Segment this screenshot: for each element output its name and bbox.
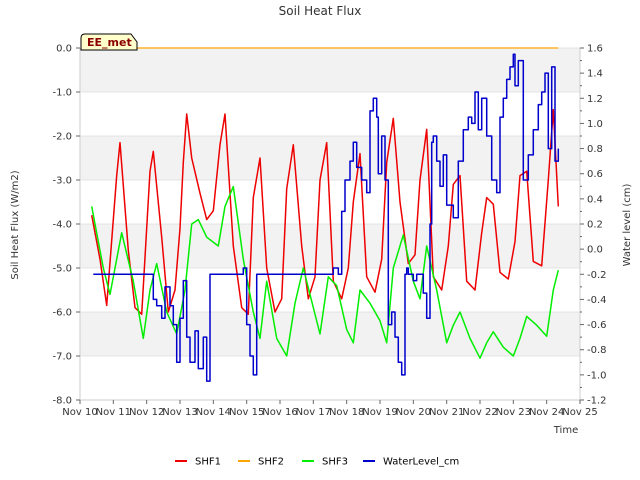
y-tick-label: 0.0 xyxy=(56,44,72,55)
site-badge-label: EE_met xyxy=(87,36,132,49)
y-tick-label: -8.0 xyxy=(52,396,72,407)
legend-label: SHF3 xyxy=(322,457,348,468)
x-tick-label: Nov 20 xyxy=(396,407,431,418)
x-tick-label: Nov 16 xyxy=(262,407,297,418)
y2-tick-label: 1.0 xyxy=(587,119,603,130)
x-tick-label: Nov 22 xyxy=(462,407,497,418)
x-axis-label: Time xyxy=(553,425,578,436)
x-tick-label: Nov 13 xyxy=(162,407,197,418)
y-tick-label: -4.0 xyxy=(52,220,72,231)
y2-tick-label: -0.4 xyxy=(587,295,607,306)
y2-tick-label: 0.8 xyxy=(587,144,603,155)
x-tick-label: Nov 12 xyxy=(129,407,164,418)
x-tick-label: Nov 18 xyxy=(329,407,364,418)
site-badge: EE_met xyxy=(80,33,138,51)
x-tick-label: Nov 17 xyxy=(296,407,331,418)
y2-tick-label: 1.2 xyxy=(587,94,603,105)
series-line-shf1 xyxy=(90,108,560,315)
plot-band xyxy=(80,48,580,92)
series-line-waterlevel_cm xyxy=(93,53,560,382)
y-axis-label: Soil Heat Flux (W/m2) xyxy=(10,170,21,279)
plot-band xyxy=(80,136,580,180)
y-tick-label: -3.0 xyxy=(52,176,72,187)
site-badge-box xyxy=(80,33,138,51)
y2-tick-label: 1.6 xyxy=(587,44,603,55)
y2-tick-label: -1.0 xyxy=(587,370,607,381)
y2-tick-label: 0.6 xyxy=(587,169,603,180)
legend-label: SHF1 xyxy=(195,457,221,468)
x-tick-label: Nov 25 xyxy=(562,407,597,418)
y2-tick-label: 0.2 xyxy=(587,220,603,231)
y-tick-label: -7.0 xyxy=(52,352,72,363)
legend: SHF1 SHF2 SHF3 WaterLevel_cm xyxy=(175,457,459,468)
plot-band xyxy=(80,224,580,268)
y2-tick-label: -0.6 xyxy=(587,320,607,331)
x-tick-label: Nov 14 xyxy=(196,407,231,418)
y2-tick-label: -0.8 xyxy=(587,345,607,356)
legend-label: WaterLevel_cm xyxy=(383,457,459,468)
x-tick-label: Nov 10 xyxy=(62,407,97,418)
y2-tick-label: -1.2 xyxy=(587,396,607,407)
plot-band xyxy=(80,312,580,356)
x-tick-label: Nov 23 xyxy=(496,407,531,418)
series-layer xyxy=(90,47,560,382)
y-tick-label: -1.0 xyxy=(52,88,72,99)
x-tick-label: Nov 19 xyxy=(362,407,397,418)
x-tick-label: Nov 24 xyxy=(529,407,564,418)
y-tick-label: -6.0 xyxy=(52,308,72,319)
x-tick-label: Nov 21 xyxy=(429,407,464,418)
legend-label: SHF2 xyxy=(258,457,284,468)
y2-tick-label: -0.2 xyxy=(587,270,607,281)
y2-axis-label: Water level (cm) xyxy=(622,184,633,267)
y2-tick-label: 0.0 xyxy=(587,245,603,256)
y-tick-label: -5.0 xyxy=(52,264,72,275)
y2-tick-label: 1.4 xyxy=(587,69,603,80)
series-line-shf3 xyxy=(90,185,560,359)
y-tick-label: -2.0 xyxy=(52,132,72,143)
x-tick-label: Nov 11 xyxy=(96,407,131,418)
y2-tick-label: 0.4 xyxy=(587,194,603,205)
chart-title: Soil Heat Flux xyxy=(279,4,362,18)
x-tick-label: Nov 15 xyxy=(229,407,264,418)
